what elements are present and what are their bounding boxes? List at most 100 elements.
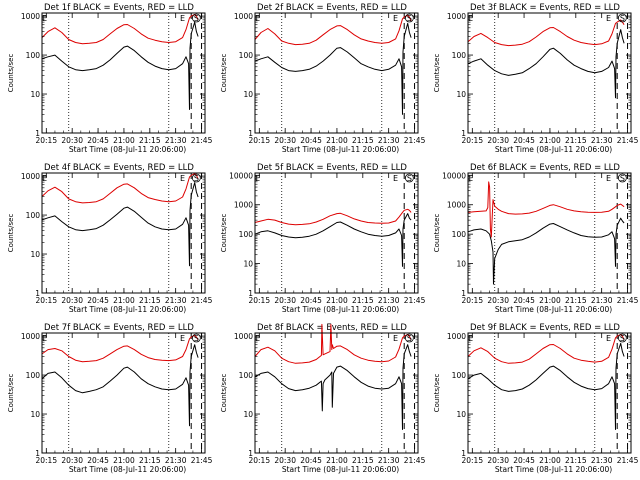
chart-title: Det 3f BLACK = Events, RED = LLD bbox=[470, 3, 620, 13]
y-tick-label: 10 bbox=[456, 260, 466, 269]
y-tick-label: 1000 bbox=[447, 332, 466, 341]
x-tick-label: 21:15 bbox=[139, 136, 161, 145]
x-tick-label: 20:30 bbox=[274, 456, 296, 465]
series-events-line bbox=[254, 344, 412, 430]
y-tick-label: 10 bbox=[243, 260, 253, 269]
plot-frame bbox=[254, 332, 419, 454]
series-lld-line bbox=[41, 173, 199, 204]
marker-e-start: E bbox=[42, 14, 47, 23]
marker-e-start: E bbox=[255, 14, 260, 23]
x-tick-label: 21:00 bbox=[326, 136, 348, 145]
x-tick-label: 21:15 bbox=[352, 136, 374, 145]
marker-e-end: E bbox=[180, 334, 185, 343]
chart-title: Det 7f BLACK = Events, RED = LLD bbox=[44, 323, 194, 333]
series-lld-line bbox=[254, 208, 412, 226]
y-tick-label: 1000 bbox=[234, 332, 253, 341]
x-tick-label: 21:00 bbox=[113, 136, 135, 145]
x-axis-label: Start Time (08-Jul-11 20:06:00) bbox=[282, 465, 399, 474]
x-tick-label: 20:45 bbox=[87, 456, 109, 465]
marker-s-ring bbox=[617, 173, 627, 183]
y-axis-label: Counts/sec bbox=[433, 54, 441, 93]
y-tick-label: 100 bbox=[239, 51, 254, 60]
x-tick-label: 20:45 bbox=[300, 296, 322, 305]
x-axis-label: Start Time (08-Jul-11 20:06:00) bbox=[495, 145, 612, 154]
chart-title: Det 2f BLACK = Events, RED = LLD bbox=[257, 3, 407, 13]
x-tick-label: 20:45 bbox=[513, 296, 535, 305]
marker-e-end: E bbox=[180, 14, 185, 23]
y-tick-label: 10 bbox=[456, 410, 466, 419]
marker-s-ring bbox=[191, 13, 201, 23]
x-tick-label: 21:15 bbox=[139, 296, 161, 305]
x-tick-label: 21:45 bbox=[404, 456, 426, 465]
marker-e-start: E bbox=[42, 334, 47, 343]
x-tick-label: 21:45 bbox=[404, 136, 426, 145]
marker-e-end: E bbox=[393, 334, 398, 343]
marker-e-start: E bbox=[42, 174, 47, 183]
x-tick-label: 21:00 bbox=[539, 456, 561, 465]
y-tick-label: 100 bbox=[452, 371, 467, 380]
x-tick-label: 21:30 bbox=[165, 296, 187, 305]
x-axis-label: Start Time (08-Jul-11 20:06:00) bbox=[495, 305, 612, 314]
y-tick-label: 1 bbox=[461, 129, 466, 138]
series-events-line bbox=[254, 22, 412, 115]
x-tick-label: 21:45 bbox=[617, 296, 639, 305]
x-tick-label: 20:15 bbox=[248, 456, 270, 465]
marker-e-start: E bbox=[468, 174, 473, 183]
marker-s: S bbox=[194, 14, 199, 23]
x-tick-label: 20:30 bbox=[274, 136, 296, 145]
x-tick-label: 21:30 bbox=[591, 296, 613, 305]
chart-title: Det 8f BLACK = Events, RED = LLD bbox=[257, 323, 407, 333]
y-axis-label: Counts/sec bbox=[7, 374, 15, 413]
x-tick-label: 21:45 bbox=[191, 456, 213, 465]
plot-frame bbox=[467, 332, 632, 454]
x-tick-label: 21:15 bbox=[139, 456, 161, 465]
y-tick-label: 10000 bbox=[442, 171, 466, 180]
y-tick-label: 10 bbox=[456, 90, 466, 99]
x-tick-label: 20:30 bbox=[487, 296, 509, 305]
y-tick-label: 1000 bbox=[234, 201, 253, 210]
x-tick-label: 21:30 bbox=[591, 456, 613, 465]
marker-e-start: E bbox=[468, 334, 473, 343]
y-tick-label: 1000 bbox=[447, 201, 466, 210]
chart-title: Det 4f BLACK = Events, RED = LLD bbox=[44, 163, 194, 173]
x-tick-label: 20:30 bbox=[61, 456, 83, 465]
series-events-line bbox=[41, 344, 199, 427]
x-tick-label: 20:15 bbox=[35, 456, 57, 465]
x-tick-label: 21:00 bbox=[326, 456, 348, 465]
y-tick-label: 100 bbox=[239, 230, 254, 239]
x-tick-label: 20:15 bbox=[461, 136, 483, 145]
x-tick-label: 20:45 bbox=[513, 456, 535, 465]
y-axis-label: Counts/sec bbox=[433, 214, 441, 253]
chart-title: Det 6f BLACK = Events, RED = LLD bbox=[470, 163, 620, 173]
x-tick-label: 21:00 bbox=[113, 456, 135, 465]
chart-title: Det 1f BLACK = Events, RED = LLD bbox=[44, 3, 194, 13]
marker-s-ring bbox=[404, 13, 414, 23]
marker-e-end: E bbox=[606, 14, 611, 23]
y-tick-label: 1 bbox=[461, 449, 466, 458]
y-tick-label: 100 bbox=[452, 230, 467, 239]
y-tick-label: 10 bbox=[243, 410, 253, 419]
y-tick-label: 100 bbox=[26, 371, 41, 380]
x-tick-label: 20:15 bbox=[461, 456, 483, 465]
x-tick-label: 21:30 bbox=[378, 456, 400, 465]
marker-e-end: E bbox=[606, 334, 611, 343]
marker-s: S bbox=[407, 14, 412, 23]
x-tick-label: 21:45 bbox=[191, 296, 213, 305]
marker-s-ring bbox=[404, 173, 414, 183]
x-tick-label: 21:30 bbox=[165, 136, 187, 145]
x-tick-label: 20:30 bbox=[487, 456, 509, 465]
y-tick-label: 1000 bbox=[21, 332, 40, 341]
marker-e-start: E bbox=[468, 14, 473, 23]
x-axis-label: Start Time (08-Jul-11 20:06:00) bbox=[69, 465, 186, 474]
x-tick-label: 21:30 bbox=[378, 136, 400, 145]
x-tick-label: 21:15 bbox=[565, 136, 587, 145]
y-tick-label: 1000 bbox=[21, 12, 40, 21]
x-tick-label: 20:30 bbox=[61, 136, 83, 145]
marker-s-ring bbox=[191, 333, 201, 343]
x-tick-label: 20:45 bbox=[513, 136, 535, 145]
x-tick-label: 21:00 bbox=[539, 296, 561, 305]
